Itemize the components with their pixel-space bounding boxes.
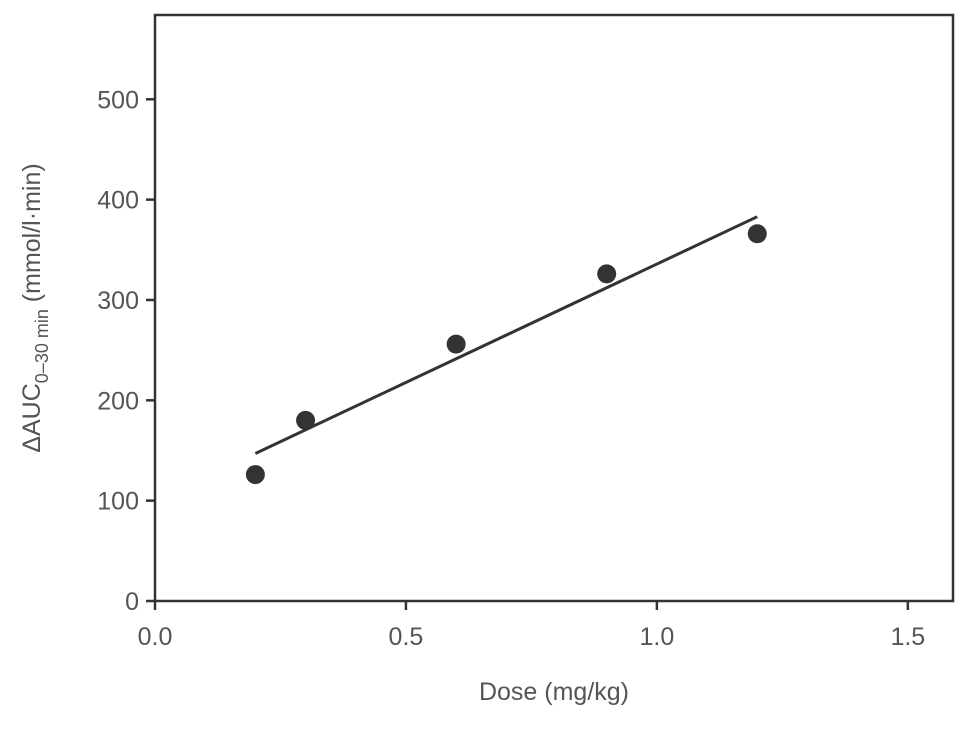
x-axis-label: Dose (mg/kg) xyxy=(479,678,629,706)
y-axis-label: ΔAUC0–30 min (mmol/l·min) xyxy=(18,163,52,452)
data-point xyxy=(296,410,316,430)
data-point xyxy=(747,224,767,244)
y-tick-label: 200 xyxy=(97,387,139,415)
data-point xyxy=(446,334,466,354)
plot-frame xyxy=(153,13,955,603)
y-tick-label: 500 xyxy=(97,86,139,114)
x-tick-label: 1.0 xyxy=(640,623,675,651)
x-tick-label: 1.5 xyxy=(890,623,925,651)
data-point xyxy=(597,264,617,284)
y-tick-label: 100 xyxy=(97,488,139,516)
y-tick-label: 0 xyxy=(125,588,139,616)
fit-line xyxy=(254,215,758,455)
x-tick-label: 0.5 xyxy=(389,623,424,651)
y-tick-label: 400 xyxy=(97,187,139,215)
data-point xyxy=(245,465,265,485)
x-tick-label: 0.0 xyxy=(138,623,173,651)
y-tick-label: 300 xyxy=(97,287,139,315)
